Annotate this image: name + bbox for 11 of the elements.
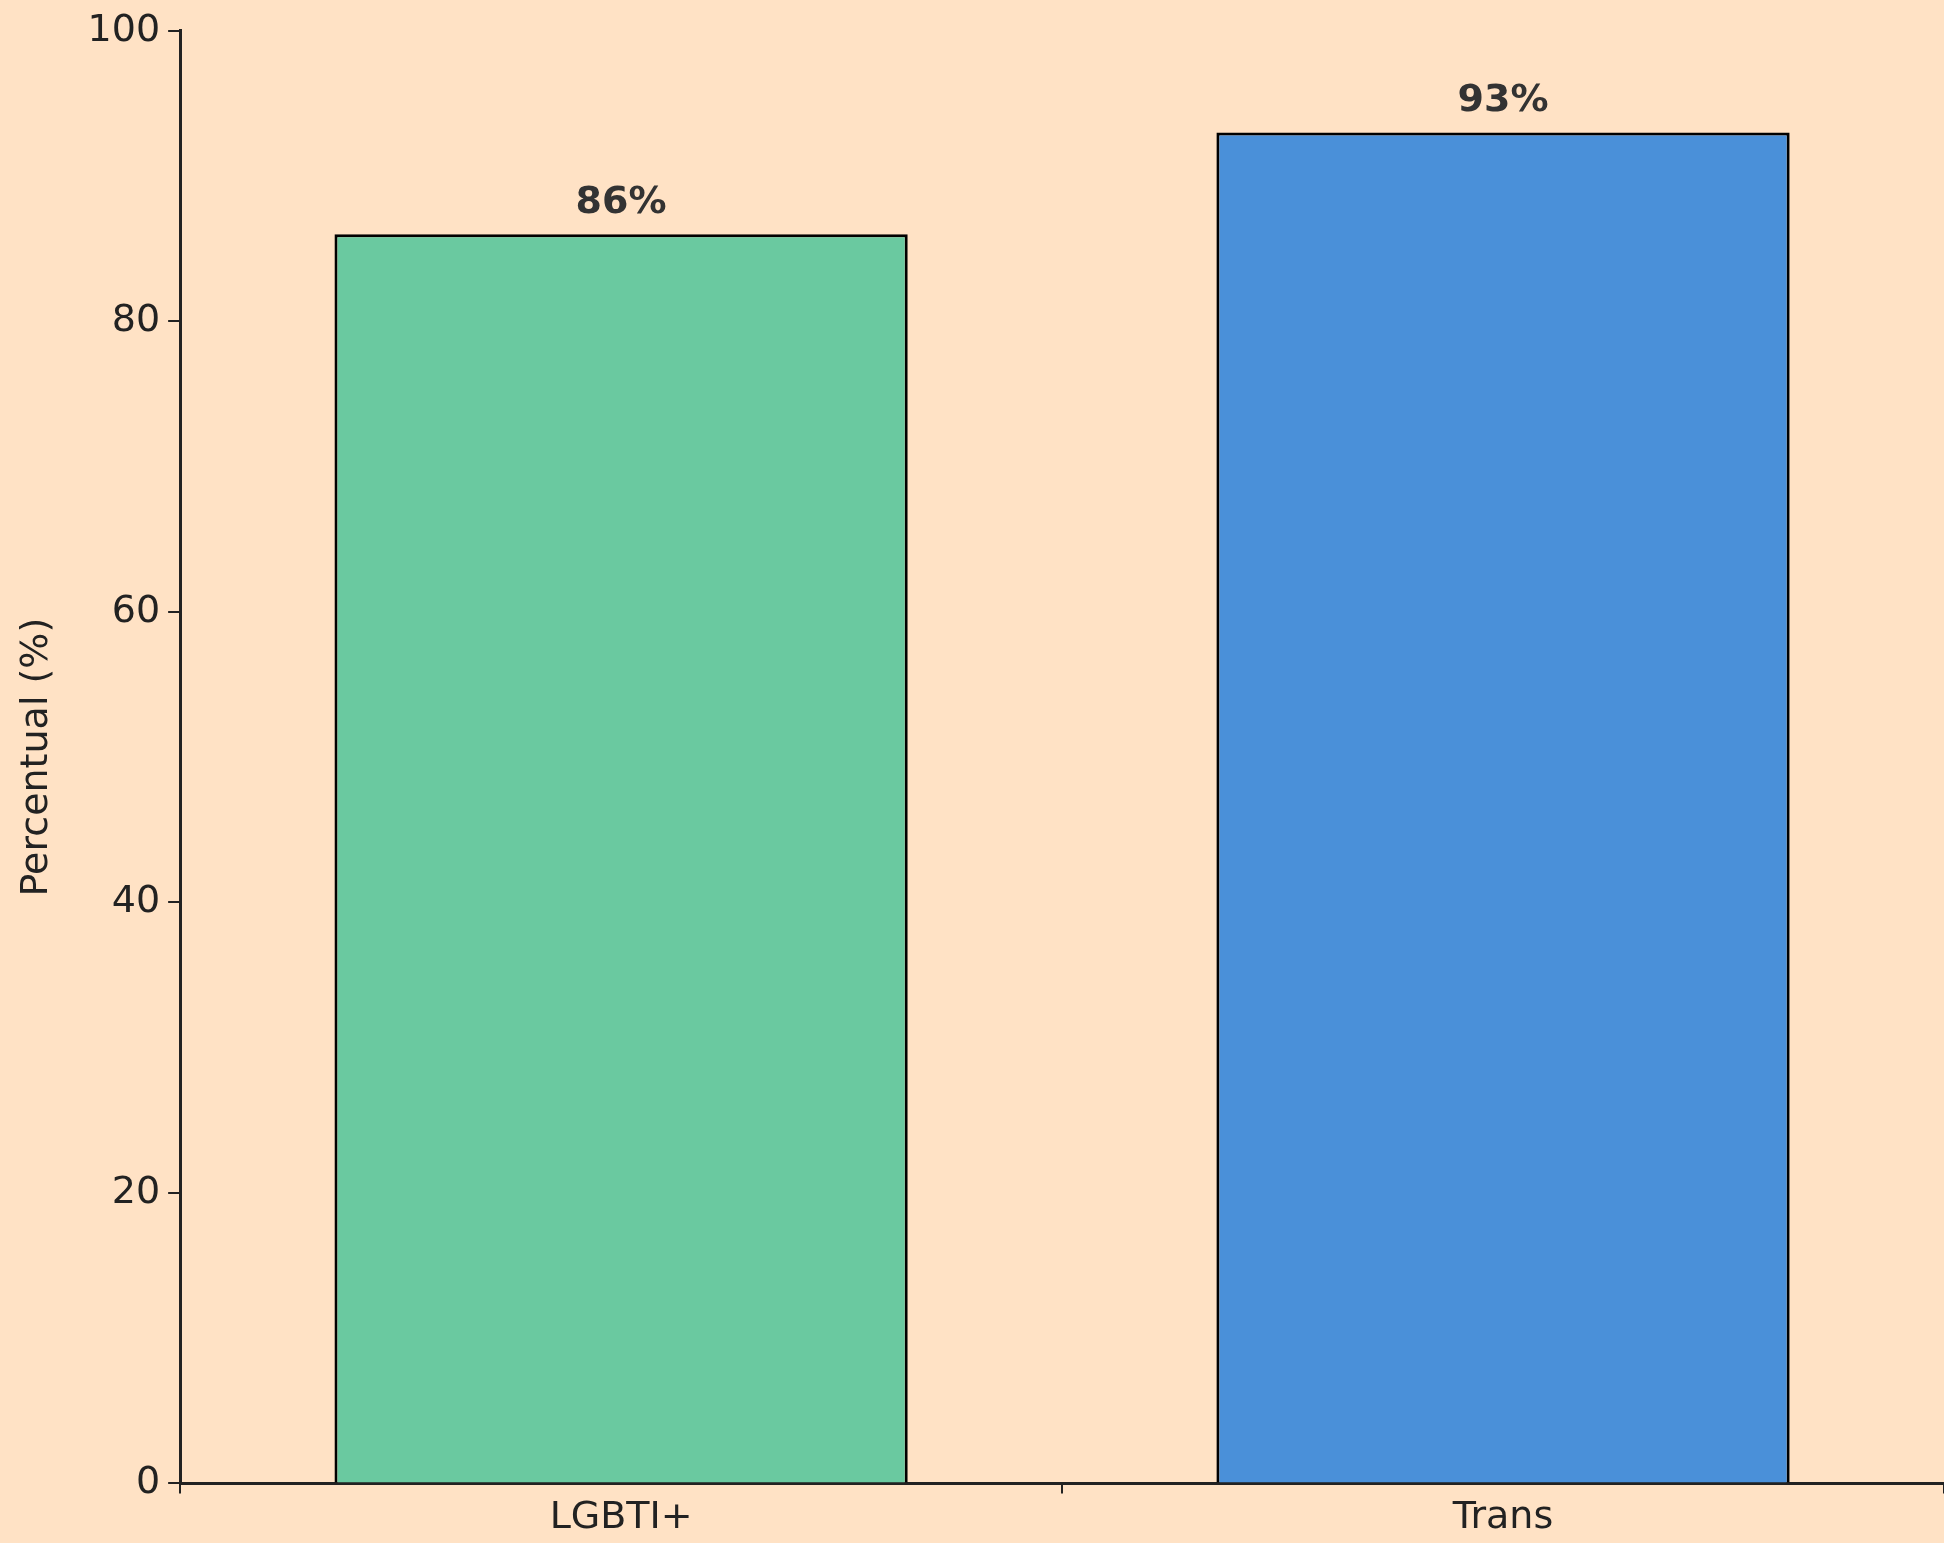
y-tick-label: 60 (111, 586, 161, 631)
x-tick-label: Trans (1451, 1493, 1554, 1538)
y-tick-label: 80 (111, 296, 161, 341)
x-tick-label: LGBTI+ (549, 1493, 693, 1538)
y-tick-label: 40 (111, 877, 161, 922)
y-tick-label: 0 (135, 1458, 161, 1503)
data-label: 86% (575, 178, 667, 223)
y-axis-title: Percentual (%) (11, 617, 56, 897)
y-tick-label: 20 (111, 1167, 161, 1212)
data-label: 93% (1457, 76, 1549, 121)
y-tick-label: 100 (87, 5, 161, 50)
